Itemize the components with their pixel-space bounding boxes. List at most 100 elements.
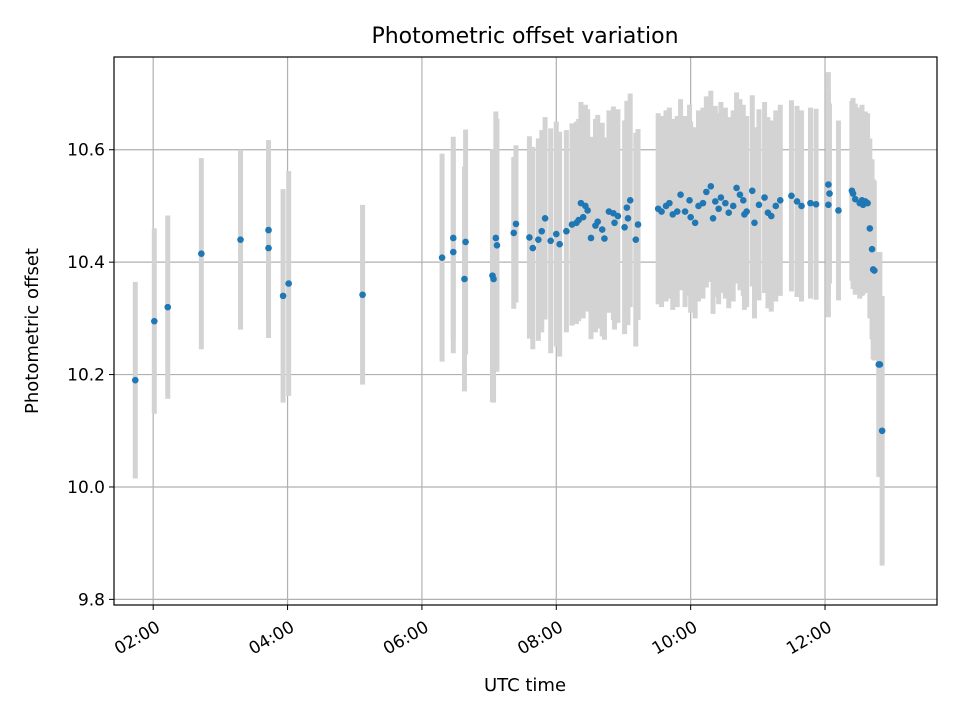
data-point — [739, 197, 747, 204]
data-points — [131, 181, 886, 435]
x-tick-label: 10:00 — [649, 617, 701, 659]
data-point — [772, 202, 780, 210]
data-point — [621, 224, 628, 231]
data-point — [736, 191, 744, 199]
data-point — [681, 208, 689, 215]
data-point — [547, 237, 554, 245]
data-point — [490, 275, 497, 283]
data-point — [715, 205, 722, 213]
data-point — [526, 234, 533, 241]
data-point — [151, 317, 158, 325]
data-point — [776, 197, 784, 204]
data-point — [512, 220, 520, 228]
data-point — [624, 215, 632, 222]
data-point — [835, 207, 842, 214]
data-point — [594, 218, 602, 225]
data-point — [285, 280, 292, 287]
data-point — [751, 219, 758, 227]
data-point — [279, 292, 287, 300]
data-point — [812, 200, 820, 208]
x-tick-label: 08:00 — [514, 617, 566, 659]
data-point — [798, 202, 805, 210]
data-point — [686, 197, 693, 204]
x-tick-label: 04:00 — [246, 617, 298, 659]
y-tick-label: 10.0 — [67, 478, 105, 498]
data-point — [699, 199, 707, 207]
data-point — [878, 427, 886, 435]
data-point — [788, 192, 795, 200]
data-point — [510, 229, 518, 237]
error-bars — [132, 72, 885, 566]
data-point — [493, 241, 501, 249]
x-tick-label: 12:00 — [783, 617, 835, 659]
data-point — [755, 201, 763, 209]
data-point — [864, 199, 871, 207]
data-point — [449, 248, 457, 256]
data-point — [743, 208, 750, 215]
data-point — [666, 199, 673, 207]
data-point — [748, 187, 756, 195]
data-point — [632, 236, 640, 243]
data-point — [677, 191, 684, 199]
data-point — [725, 209, 733, 216]
data-point — [584, 207, 591, 214]
y-axis-label: Photometric offset — [22, 248, 43, 414]
y-tick-label: 10.6 — [67, 141, 105, 161]
data-point — [535, 236, 542, 243]
data-point — [492, 234, 500, 242]
data-point — [868, 245, 876, 253]
data-point — [866, 225, 874, 232]
data-point — [767, 212, 775, 220]
data-point — [538, 227, 546, 235]
data-point — [722, 199, 729, 207]
data-point — [626, 197, 634, 204]
data-point — [634, 221, 642, 228]
data-point — [198, 250, 205, 258]
data-point — [703, 188, 710, 196]
data-point — [265, 244, 272, 252]
data-point — [563, 227, 570, 235]
data-point — [623, 204, 631, 211]
data-point — [733, 184, 740, 192]
data-point — [870, 267, 878, 274]
data-point — [131, 376, 139, 384]
x-tick-label: 06:00 — [380, 617, 432, 659]
data-point — [658, 208, 665, 215]
data-point — [598, 226, 606, 233]
data-point — [807, 199, 814, 207]
data-point — [793, 198, 801, 205]
data-point — [687, 213, 694, 221]
data-point — [265, 226, 272, 234]
plot-area-frame — [113, 56, 938, 606]
data-point — [709, 215, 717, 222]
data-point — [691, 219, 699, 227]
data-point — [826, 190, 833, 197]
data-point — [359, 291, 366, 299]
data-point — [711, 198, 719, 205]
data-point — [825, 201, 832, 209]
data-point — [876, 361, 884, 368]
y-tick-label: 10.4 — [67, 253, 105, 273]
data-point — [707, 182, 715, 190]
data-point — [449, 234, 457, 242]
data-point — [601, 235, 608, 242]
data-point — [614, 212, 622, 220]
data-point — [164, 303, 172, 311]
y-tick-label: 9.8 — [78, 590, 105, 610]
data-point — [579, 213, 587, 221]
data-point — [673, 208, 681, 215]
data-point — [851, 195, 859, 203]
data-point — [849, 190, 857, 197]
data-point — [717, 194, 725, 201]
x-axis-label: UTC time — [484, 675, 566, 696]
data-point — [825, 181, 832, 188]
data-point — [541, 215, 549, 222]
data-point — [237, 236, 244, 243]
data-point — [611, 219, 618, 227]
chart-title: Photometric offset variation — [371, 24, 678, 49]
data-point — [438, 254, 446, 261]
data-point — [556, 240, 563, 248]
y-tick-label: 10.2 — [67, 366, 105, 386]
data-point — [761, 194, 768, 201]
